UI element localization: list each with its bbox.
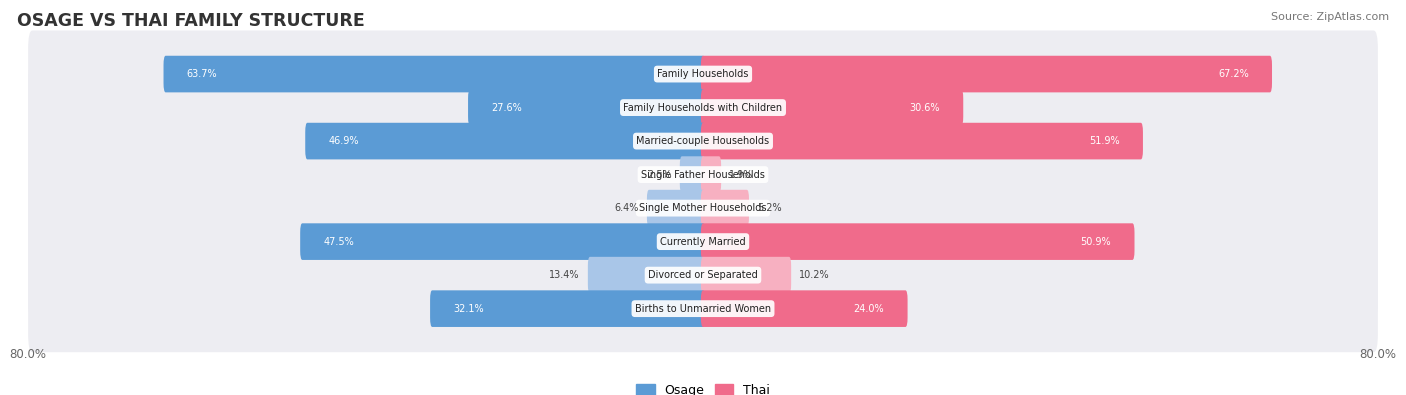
Text: Married-couple Households: Married-couple Households	[637, 136, 769, 146]
FancyBboxPatch shape	[468, 89, 706, 126]
FancyBboxPatch shape	[588, 257, 706, 293]
Text: Family Households with Children: Family Households with Children	[623, 103, 783, 113]
FancyBboxPatch shape	[28, 64, 1378, 151]
Text: Divorced or Separated: Divorced or Separated	[648, 270, 758, 280]
Text: 5.2%: 5.2%	[756, 203, 782, 213]
FancyBboxPatch shape	[28, 231, 1378, 319]
Text: 63.7%: 63.7%	[187, 69, 218, 79]
Text: 27.6%: 27.6%	[491, 103, 522, 113]
Text: 6.4%: 6.4%	[614, 203, 638, 213]
Text: 32.1%: 32.1%	[453, 304, 484, 314]
FancyBboxPatch shape	[305, 123, 706, 160]
Text: Family Households: Family Households	[658, 69, 748, 79]
FancyBboxPatch shape	[700, 56, 1272, 92]
Text: 10.2%: 10.2%	[799, 270, 830, 280]
FancyBboxPatch shape	[681, 156, 706, 193]
Text: Source: ZipAtlas.com: Source: ZipAtlas.com	[1271, 12, 1389, 22]
FancyBboxPatch shape	[28, 131, 1378, 218]
Text: OSAGE VS THAI FAMILY STRUCTURE: OSAGE VS THAI FAMILY STRUCTURE	[17, 12, 364, 30]
Text: 2.5%: 2.5%	[647, 169, 672, 180]
FancyBboxPatch shape	[700, 156, 721, 193]
FancyBboxPatch shape	[28, 98, 1378, 184]
Text: 67.2%: 67.2%	[1218, 69, 1249, 79]
Text: 30.6%: 30.6%	[910, 103, 941, 113]
FancyBboxPatch shape	[700, 89, 963, 126]
FancyBboxPatch shape	[430, 290, 706, 327]
FancyBboxPatch shape	[28, 165, 1378, 252]
FancyBboxPatch shape	[28, 265, 1378, 352]
FancyBboxPatch shape	[700, 257, 792, 293]
FancyBboxPatch shape	[28, 30, 1378, 118]
Text: 24.0%: 24.0%	[853, 304, 884, 314]
FancyBboxPatch shape	[163, 56, 706, 92]
Text: Single Father Households: Single Father Households	[641, 169, 765, 180]
FancyBboxPatch shape	[700, 223, 1135, 260]
FancyBboxPatch shape	[301, 223, 706, 260]
Text: 46.9%: 46.9%	[329, 136, 359, 146]
FancyBboxPatch shape	[700, 290, 908, 327]
Text: 47.5%: 47.5%	[323, 237, 354, 246]
Text: 51.9%: 51.9%	[1090, 136, 1119, 146]
FancyBboxPatch shape	[647, 190, 706, 226]
Text: 50.9%: 50.9%	[1081, 237, 1111, 246]
Text: Currently Married: Currently Married	[661, 237, 745, 246]
FancyBboxPatch shape	[700, 190, 749, 226]
FancyBboxPatch shape	[700, 123, 1143, 160]
FancyBboxPatch shape	[28, 198, 1378, 285]
Legend: Osage, Thai: Osage, Thai	[631, 379, 775, 395]
Text: Births to Unmarried Women: Births to Unmarried Women	[636, 304, 770, 314]
Text: Single Mother Households: Single Mother Households	[640, 203, 766, 213]
Text: 1.9%: 1.9%	[730, 169, 754, 180]
Text: 13.4%: 13.4%	[550, 270, 579, 280]
